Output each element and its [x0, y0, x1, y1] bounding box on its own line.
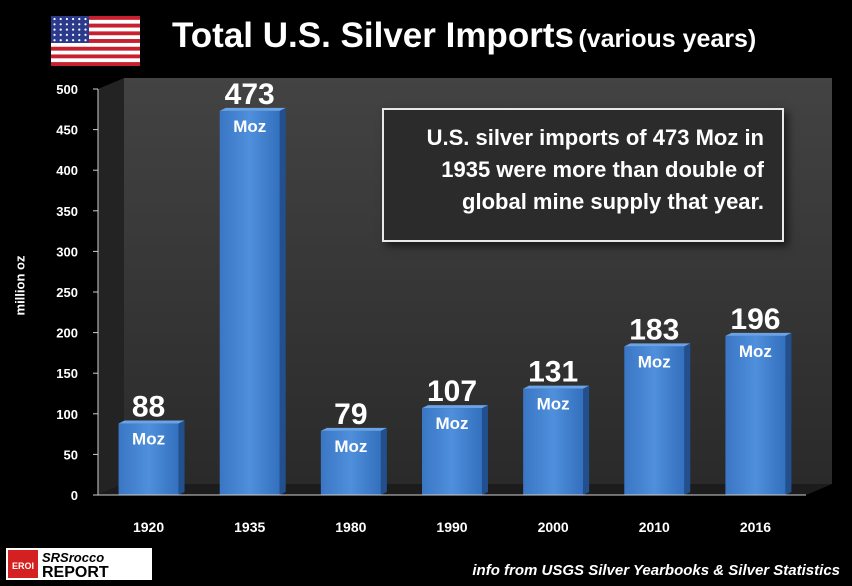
x-axis: 1920 1935 1980 1990 2000 2010 2016: [98, 494, 806, 535]
bar-top: [219, 107, 286, 111]
bar-top: [624, 343, 691, 347]
bar-unit-label: Moz: [739, 342, 772, 361]
svg-text:SRSrocco: SRSrocco: [42, 550, 104, 565]
y-tick-label: 250: [56, 285, 78, 300]
us-flag-icon: [51, 16, 140, 66]
bar-front: [118, 423, 179, 495]
chart-title-sub: (various years): [578, 25, 757, 53]
bar-unit-label: Moz: [334, 437, 367, 456]
bar-value-label: 196: [730, 303, 780, 336]
bar-front: [725, 335, 786, 495]
bar-side: [583, 385, 590, 495]
bar-unit-label: Moz: [638, 352, 671, 371]
y-tick-label: 50: [64, 447, 78, 462]
bar-value-label: 183: [629, 313, 679, 346]
y-axis: 0 50 100 150 200 250 300 350 400 450 500: [56, 82, 99, 503]
side-wall: [98, 78, 124, 495]
bar-value-label: 107: [427, 375, 477, 408]
bars: Moz 88 Moz 473 Moz 79 Moz 107 Moz 131 Moz 183 Moz 196: [118, 78, 792, 495]
y-tick-label: 200: [56, 326, 78, 341]
srsrocco-report-logo: EROI SRSrocco REPORT: [6, 548, 152, 580]
y-tick-label: 450: [56, 123, 78, 138]
x-tick-label: 1980: [335, 519, 366, 535]
chart-title: Total U.S. Silver Imports (various years…: [172, 16, 756, 56]
bar-side: [785, 332, 792, 495]
bar-unit-label: Moz: [435, 414, 468, 433]
bar-front: [624, 346, 685, 495]
bar-front: [219, 110, 280, 495]
svg-text:REPORT: REPORT: [42, 564, 109, 580]
x-tick-label: 2016: [740, 519, 771, 535]
annotation-box: U.S. silver imports of 473 Moz in 1935 w…: [382, 108, 784, 242]
x-tick-label: 1920: [133, 519, 164, 535]
bar-value-label: 88: [132, 391, 165, 424]
bar-unit-label: Moz: [537, 395, 570, 414]
bar-side: [380, 427, 387, 495]
svg-text:EROI: EROI: [12, 561, 34, 571]
source-note: info from USGS Silver Yearbooks & Silver…: [472, 562, 840, 579]
bar-top: [320, 427, 387, 431]
bar: Moz 131: [523, 356, 590, 495]
bar: Moz 196: [725, 303, 792, 495]
y-axis-label: million oz: [12, 255, 28, 316]
bar-front: [523, 388, 584, 495]
y-tick-label: 500: [56, 82, 78, 97]
y-tick-label: 0: [71, 488, 78, 503]
bar-side: [482, 405, 488, 495]
bar-top: [725, 332, 792, 336]
x-tick-label: 2010: [639, 519, 670, 535]
y-tick-label: 150: [56, 366, 78, 381]
bar-side: [279, 107, 286, 495]
bar: Moz 88: [118, 391, 185, 495]
bar-top: [422, 405, 488, 409]
bar-value-label: 79: [334, 398, 367, 431]
bar: Moz 473: [219, 78, 286, 495]
bar-value-label: 473: [225, 78, 275, 111]
bar-front: [320, 430, 381, 495]
x-tick-label: 1990: [436, 519, 467, 535]
y-tick-label: 100: [56, 407, 78, 422]
bar: Moz 183: [624, 313, 691, 495]
y-tick-label: 400: [56, 163, 78, 178]
bar-unit-label: Moz: [132, 430, 165, 449]
y-tick-label: 350: [56, 204, 78, 219]
bar: Moz 79: [320, 398, 387, 495]
x-tick-label: 2000: [538, 519, 569, 535]
bar: Moz 107: [422, 375, 488, 495]
y-tick-label: 300: [56, 244, 78, 259]
bar-unit-label: Moz: [233, 117, 266, 136]
bar-side: [178, 420, 185, 495]
chart-title-main: Total U.S. Silver Imports: [172, 16, 574, 55]
bar-front: [422, 408, 482, 495]
x-tick-label: 1935: [234, 519, 265, 535]
bar-top: [523, 385, 590, 389]
bar-top: [118, 420, 185, 424]
bar-side: [684, 343, 691, 495]
bar-value-label: 131: [528, 356, 578, 389]
